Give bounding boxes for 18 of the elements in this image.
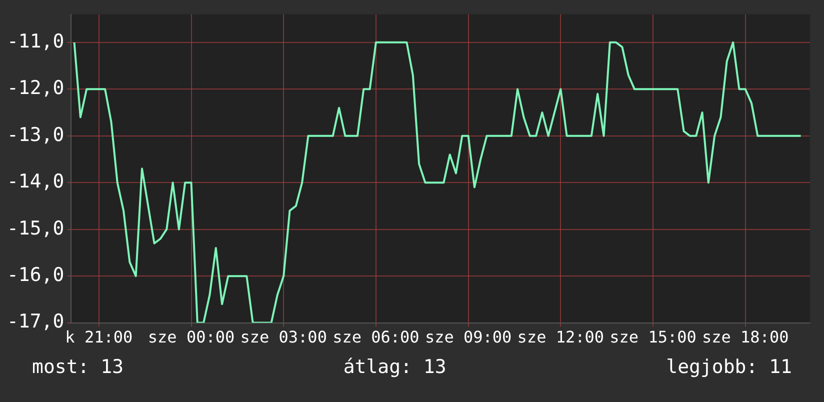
y-tick-label: -11,0 <box>6 30 64 52</box>
x-tick-label: sze 03:00 <box>240 328 327 347</box>
x-tick-label: k 21:00 <box>65 328 133 347</box>
text: most: 13 <box>32 356 124 378</box>
y-tick-label: -14,0 <box>6 170 64 193</box>
x-tick-label: sze 15:00 <box>610 328 696 347</box>
y-tick-label: -16,0 <box>6 264 64 286</box>
text: átlag: 13 <box>343 356 446 378</box>
x-tick-label: sze 12:00 <box>517 328 604 347</box>
x-tick-label: sze 18:00 <box>702 328 789 347</box>
x-tick-label: sze 06:00 <box>332 328 420 347</box>
x-tick-label: sze 09:00 <box>424 328 512 347</box>
x-tick-label: sze 00:00 <box>148 328 235 347</box>
y-tick-label: -12,0 <box>6 77 64 100</box>
y-tick-label: -13,0 <box>6 124 64 146</box>
y-tick-label: -17,0 <box>6 310 64 333</box>
y-tick-label: -15,0 <box>6 217 64 240</box>
text: legjobb: 11 <box>666 356 792 378</box>
